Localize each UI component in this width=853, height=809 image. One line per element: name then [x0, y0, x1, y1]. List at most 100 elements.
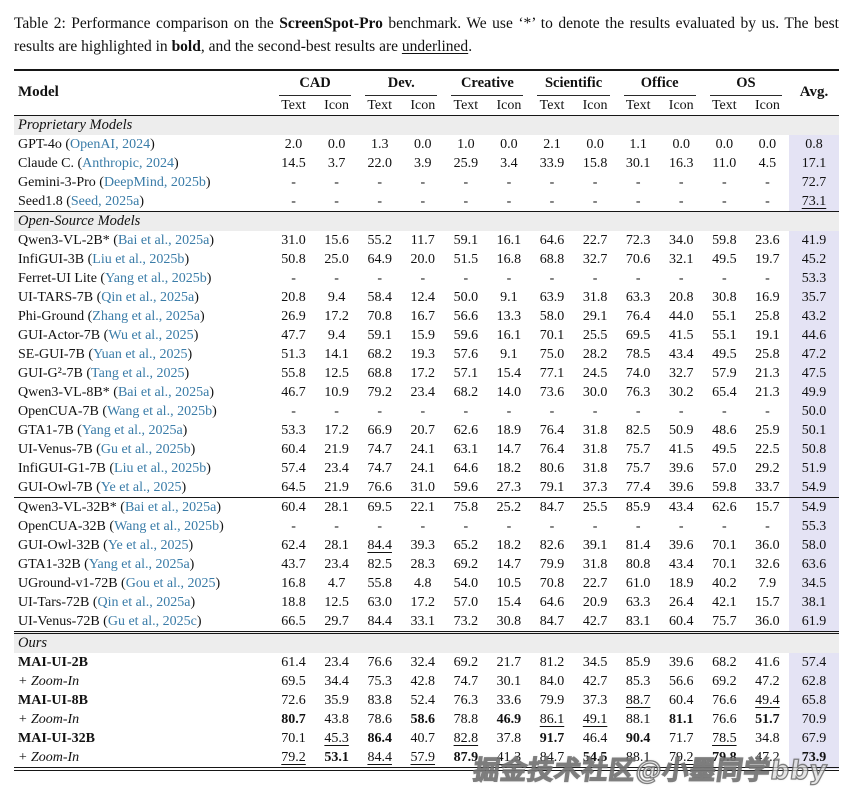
value-cell: - — [334, 193, 339, 209]
value-cell: 62.6 — [453, 422, 479, 438]
avg-cell: 58.0 — [789, 535, 839, 555]
value-cell: - — [635, 174, 641, 190]
value-cell: 41.5 — [668, 327, 694, 343]
value-cell: 68.2 — [367, 346, 392, 362]
value-cell: 79.2 — [367, 384, 392, 400]
value-cell: 24.1 — [410, 460, 436, 476]
value-cell: 70.8 — [367, 308, 392, 324]
value-cell: 32.7 — [668, 365, 694, 381]
value-cell: 64.6 — [453, 460, 479, 476]
value-cell: - — [420, 174, 426, 190]
citation: Wang et al., 2025b — [107, 403, 213, 419]
header-group-row: Model CAD Dev. Creative Scientific Office OS A… — [14, 68, 839, 116]
value-cell: 79.8 — [702, 747, 746, 771]
value-cell: - — [334, 518, 339, 534]
table-row: MAI-UI-2B 61.4 23.4 76.6 32.4 69.2 21.7 81.2 34.… — [14, 652, 839, 672]
value-cell: 85.9 — [625, 654, 651, 670]
value-cell: 56.6 — [668, 673, 694, 689]
table-row: OpenCUA-32B (Wang et al., 2025b) - - - - - - - -… — [14, 516, 839, 536]
table-row: Ferret-UI Lite (Yang et al., 2025b) - - - - -… — [14, 268, 839, 288]
value-cell: 50.9 — [668, 422, 694, 438]
value-cell: 82.6 — [539, 537, 565, 553]
citation: Ye et al., 2025 — [107, 537, 189, 553]
value-cell: - — [721, 403, 727, 419]
model-name: Qwen3-VL-2B* — [18, 232, 110, 248]
value-cell: 47.2 — [745, 747, 789, 771]
value-cell: 22.7 — [582, 232, 608, 248]
value-cell: - — [678, 270, 684, 286]
value-cell: 41.3 — [487, 747, 531, 771]
value-cell: 79.2 — [659, 747, 703, 771]
value-cell: 15.8 — [582, 155, 608, 171]
table-row: + Zoom-In 69.5 34.4 75.3 42.8 74.7 30.1 84.0 42.… — [14, 671, 839, 691]
col-avg: Avg. — [789, 68, 839, 116]
value-cell: - — [420, 403, 426, 419]
value-cell: 30.2 — [668, 384, 694, 400]
value-cell: 59.6 — [453, 327, 479, 343]
value-cell: 46.4 — [582, 730, 608, 746]
value-cell: - — [678, 403, 684, 419]
value-cell: 81.1 — [668, 711, 694, 727]
model-cell: OpenCUA-7B (Wang et al., 2025b) — [18, 403, 217, 419]
value-cell: 50.8 — [281, 251, 306, 267]
value-cell: 63.0 — [367, 594, 392, 610]
value-cell: 23.6 — [755, 232, 780, 248]
value-cell: 31.8 — [582, 556, 608, 572]
value-cell: - — [377, 518, 383, 534]
value-cell: 57.6 — [453, 346, 479, 362]
value-cell: 62.4 — [281, 537, 306, 553]
value-cell: - — [291, 270, 296, 286]
table-row: GUI-Owl-32B (Ye et al., 2025) 62.4 28.1 84.… — [14, 535, 839, 555]
value-cell: 42.8 — [410, 673, 436, 689]
value-cell: 14.7 — [496, 441, 522, 457]
value-cell: 4.5 — [758, 155, 777, 171]
value-cell: - — [549, 270, 555, 286]
value-cell: - — [420, 270, 426, 286]
citation: Liu et al., 2025b — [114, 460, 207, 476]
value-cell: 16.3 — [668, 155, 694, 171]
value-cell: 3.7 — [327, 155, 346, 171]
value-cell: 16.1 — [496, 327, 522, 343]
value-cell: 57.0 — [712, 460, 737, 476]
value-cell: 15.6 — [324, 232, 349, 248]
value-cell: 55.1 — [712, 308, 737, 324]
citation: Qin et al., 2025a — [101, 289, 195, 305]
value-cell: - — [549, 518, 555, 534]
value-cell: 63.1 — [453, 441, 479, 457]
table-row: Qwen3-VL-32B* (Bai et al., 2025a) 60.4 28.… — [14, 496, 839, 517]
citation: Qin et al., 2025a — [97, 594, 191, 610]
value-cell: 81.4 — [625, 537, 651, 553]
citation: Wang et al., 2025b — [114, 518, 220, 534]
value-cell: 48.6 — [712, 422, 737, 438]
value-cell: 32.7 — [582, 251, 608, 267]
model-name: GPT-4o — [18, 136, 62, 152]
avg-cell: 50.8 — [789, 439, 839, 459]
value-cell: 63.9 — [539, 289, 565, 305]
table-row: Phi-Ground (Zhang et al., 2025a) 26.9 17.2… — [14, 306, 839, 326]
value-cell: 55.2 — [367, 232, 392, 248]
model-cell: + Zoom-In — [14, 710, 272, 729]
avg-cell: 45.2 — [789, 249, 839, 269]
value-cell: 28.3 — [410, 556, 436, 572]
value-cell: 76.6 — [367, 479, 392, 495]
value-cell: 80.6 — [539, 460, 565, 476]
value-cell: 79.1 — [539, 479, 565, 495]
value-cell: 18.8 — [281, 594, 306, 610]
value-cell: 32.1 — [668, 251, 694, 267]
citation: Wu et al., 2025 — [108, 327, 194, 343]
citation: Seed, 2025a — [70, 193, 140, 209]
value-cell: 16.8 — [281, 575, 306, 591]
value-cell: 46.9 — [496, 711, 522, 727]
model-cell: GUI-Owl-7B (Ye et al., 2025) — [18, 479, 187, 495]
table-row: UGround-v1-72B (Gou et al., 2025) 16.8 4.7… — [14, 573, 839, 593]
value-cell: 20.7 — [410, 422, 436, 438]
model-cell: Claude C. (Anthropic, 2024) — [18, 155, 179, 171]
value-cell: - — [463, 193, 469, 209]
value-cell: 72.3 — [625, 232, 651, 248]
value-cell: - — [721, 174, 727, 190]
value-cell: 68.8 — [539, 251, 565, 267]
value-cell: 75.3 — [367, 673, 392, 689]
value-cell: 18.2 — [496, 460, 522, 476]
value-cell: - — [721, 270, 727, 286]
value-cell: - — [678, 518, 684, 534]
